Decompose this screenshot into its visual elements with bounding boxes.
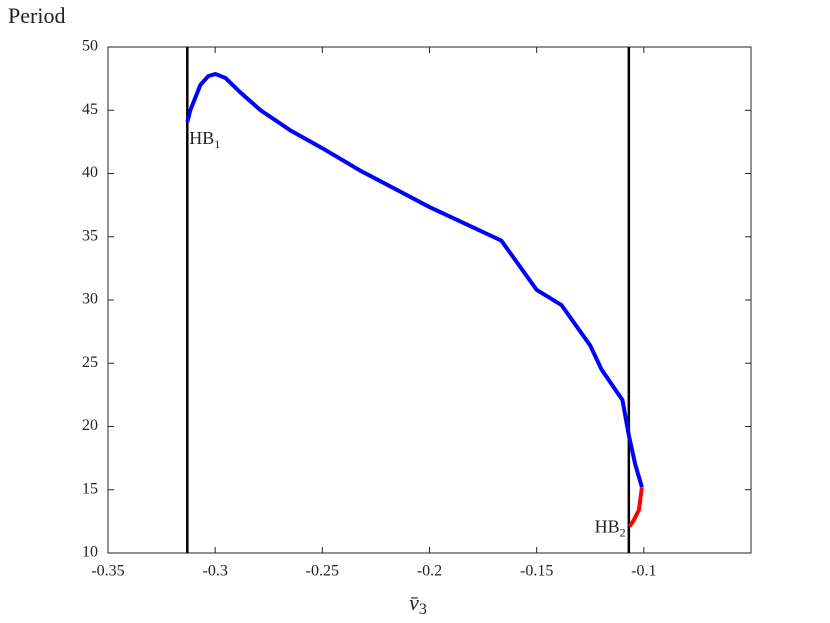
y-tick-label: 35 (82, 227, 98, 244)
x-tick-label: -0.25 (306, 563, 339, 580)
x-label-text: v̄ (409, 590, 419, 615)
annotation: HB2 (595, 517, 626, 540)
annotation-text: HB (595, 517, 620, 537)
y-tick-label: 15 (82, 480, 98, 497)
annotation-text: HB (189, 128, 214, 148)
y-tick-label: 30 (82, 291, 98, 308)
y-tick-label: 25 (82, 354, 98, 371)
y-tick-label: 45 (82, 101, 98, 118)
curve (185, 71, 644, 488)
x-tick-label: -0.1 (631, 563, 656, 580)
x-tick-label: -0.35 (91, 563, 124, 580)
x-tick-label: -0.3 (203, 563, 228, 580)
x-tick-label: -0.15 (520, 563, 553, 580)
curve (628, 486, 644, 528)
x-tick-label: -0.2 (417, 563, 442, 580)
y-tick-label: 50 (82, 38, 98, 55)
annotation: HB1 (189, 128, 220, 151)
x-label-sub: 3 (419, 601, 427, 618)
annotation-sub: 1 (214, 137, 220, 151)
y-tick-label: 10 (82, 544, 98, 561)
y-tick-label: 20 (82, 417, 98, 434)
y-tick-label: 40 (82, 164, 98, 181)
plot-frame (107, 46, 752, 554)
x-axis-label: v̄3 (409, 590, 427, 618)
annotation-sub: 2 (620, 525, 626, 539)
y-axis-label: Period (8, 3, 65, 28)
